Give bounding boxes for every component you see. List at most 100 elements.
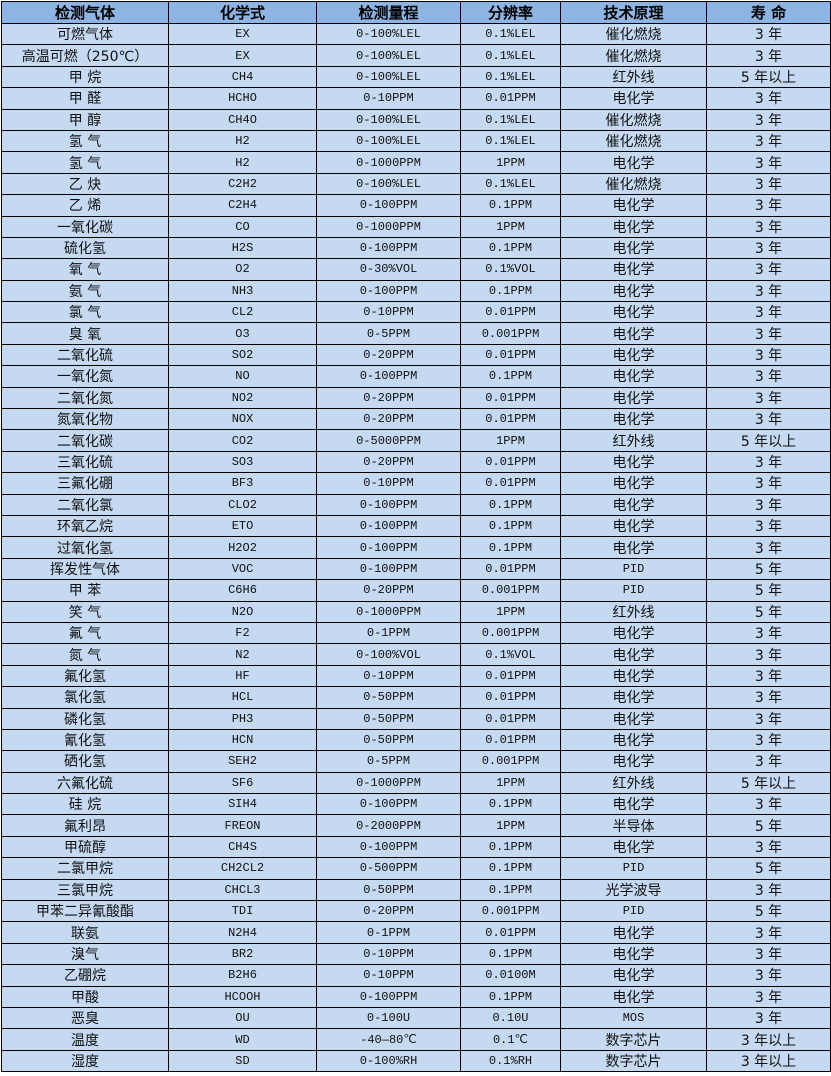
principle-cell: 电化学 bbox=[560, 728, 707, 752]
table-row: 甲苯二异氰酸酯 TDI 0-20PPM 0.001PPM PID 5 年 bbox=[1, 900, 831, 923]
lifespan-cell: 3 年 bbox=[706, 151, 831, 174]
lifespan-cell: 3 年 bbox=[706, 985, 831, 1008]
resolution-cell: 0.01PPM bbox=[460, 386, 561, 410]
principle-cell: 电化学 bbox=[560, 408, 707, 431]
resolution-cell: 0.01PPM bbox=[460, 557, 561, 581]
table-row: 湿度 SD 0-100%RH 0.1%RH 数字芯片 3 年以上 bbox=[1, 1049, 831, 1073]
lifespan-cell: 3 年 bbox=[706, 643, 831, 666]
table-row: 氢 气 H2 0-1000PPM 1PPM 电化学 3 年 bbox=[1, 151, 831, 174]
lifespan-cell: 3 年 bbox=[706, 921, 831, 944]
range-cell: 0-10PPM bbox=[316, 964, 461, 987]
range-cell: 0-20PPM bbox=[316, 408, 461, 431]
range-cell: 0-20PPM bbox=[316, 900, 461, 923]
resolution-cell: 1PPM bbox=[460, 814, 561, 837]
lifespan-cell: 5 年以上 bbox=[706, 429, 831, 452]
gas-name-cell: 甲 苯 bbox=[1, 579, 169, 602]
table-row: 乙硼烷 B2H6 0-10PPM 0.0100M 电化学 3 年 bbox=[1, 964, 831, 987]
resolution-cell: 0.001PPM bbox=[460, 750, 561, 773]
gas-name-cell: 二氧化氯 bbox=[1, 493, 169, 516]
gas-name-cell: 二氧化碳 bbox=[1, 429, 169, 452]
formula-cell: CHCL3 bbox=[168, 878, 317, 902]
range-cell: 0-100PPM bbox=[316, 236, 461, 260]
formula-cell: BF3 bbox=[168, 472, 317, 495]
lifespan-cell: 3 年 bbox=[706, 108, 831, 131]
principle-cell: PID bbox=[560, 579, 707, 602]
lifespan-cell: 5 年以上 bbox=[706, 771, 831, 795]
principle-cell: 电化学 bbox=[560, 279, 707, 303]
range-cell: 0-1000PPM bbox=[316, 151, 461, 174]
range-cell: 0-1PPM bbox=[316, 621, 461, 645]
gas-name-cell: 环氧乙烷 bbox=[1, 514, 169, 538]
table-row: 笑 气 N2O 0-1000PPM 1PPM 红外线 5 年 bbox=[1, 600, 831, 623]
range-cell: 0-10PPM bbox=[316, 942, 461, 966]
table-row: 联氨 N2H4 0-1PPM 0.01PPM 电化学 3 年 bbox=[1, 921, 831, 944]
lifespan-cell: 3 年 bbox=[706, 536, 831, 559]
resolution-cell: 0.001PPM bbox=[460, 900, 561, 923]
lifespan-cell: 3 年 bbox=[706, 386, 831, 410]
table-row: 甲 醛 HCHO 0-10PPM 0.01PPM 电化学 3 年 bbox=[1, 87, 831, 110]
formula-cell: SIH4 bbox=[168, 793, 317, 816]
lifespan-cell: 3 年 bbox=[706, 258, 831, 281]
principle-cell: 电化学 bbox=[560, 707, 707, 730]
table-row: 氯 气 CL2 0-10PPM 0.01PPM 电化学 3 年 bbox=[1, 301, 831, 324]
gas-name-cell: 氢 气 bbox=[1, 129, 169, 153]
range-cell: 0-20PPM bbox=[316, 450, 461, 474]
table-row: 氮 气 N2 0-100%VOL 0.1%VOL 电化学 3 年 bbox=[1, 643, 831, 666]
principle-cell: 电化学 bbox=[560, 472, 707, 495]
principle-cell: 电化学 bbox=[560, 750, 707, 773]
resolution-cell: 0.01PPM bbox=[460, 472, 561, 495]
gas-name-cell: 湿度 bbox=[1, 1049, 169, 1073]
formula-cell: N2O bbox=[168, 600, 317, 623]
table-row: 氟化氢 HF 0-10PPM 0.01PPM 电化学 3 年 bbox=[1, 664, 831, 688]
resolution-cell: 0.1PPM bbox=[460, 985, 561, 1008]
formula-cell: CH4S bbox=[168, 835, 317, 859]
gas-name-cell: 甲 烷 bbox=[1, 65, 169, 89]
resolution-cell: 0.10U bbox=[460, 1006, 561, 1030]
range-cell: 0-100PPM bbox=[316, 493, 461, 516]
formula-cell: NOX bbox=[168, 408, 317, 431]
table-row: 氯化氢 HCL 0-50PPM 0.01PPM 电化学 3 年 bbox=[1, 686, 831, 709]
principle-cell: 电化学 bbox=[560, 514, 707, 538]
gas-name-cell: 氯 气 bbox=[1, 301, 169, 324]
lifespan-cell: 3 年 bbox=[706, 514, 831, 538]
header-range: 检测量程 bbox=[316, 1, 461, 24]
range-cell: 0-100PPM bbox=[316, 365, 461, 388]
table-row: 氰化氢 HCN 0-50PPM 0.01PPM 电化学 3 年 bbox=[1, 728, 831, 752]
principle-cell: 电化学 bbox=[560, 194, 707, 217]
gas-name-cell: 甲 醛 bbox=[1, 87, 169, 110]
principle-cell: 电化学 bbox=[560, 301, 707, 324]
lifespan-cell: 3 年 bbox=[706, 236, 831, 260]
resolution-cell: 0.1PPM bbox=[460, 835, 561, 859]
formula-cell: TDI bbox=[168, 900, 317, 923]
principle-cell: 电化学 bbox=[560, 921, 707, 944]
lifespan-cell: 3 年 bbox=[706, 728, 831, 752]
range-cell: 0-10PPM bbox=[316, 87, 461, 110]
gas-name-cell: 二氯甲烷 bbox=[1, 857, 169, 880]
formula-cell: H2 bbox=[168, 129, 317, 153]
formula-cell: N2 bbox=[168, 643, 317, 666]
lifespan-cell: 3 年 bbox=[706, 215, 831, 238]
resolution-cell: 0.1PPM bbox=[460, 236, 561, 260]
formula-cell: SEH2 bbox=[168, 750, 317, 773]
range-cell: 0-5PPM bbox=[316, 750, 461, 773]
table-row: 过氧化氢 H2O2 0-100PPM 0.1PPM 电化学 3 年 bbox=[1, 536, 831, 559]
resolution-cell: 1PPM bbox=[460, 151, 561, 174]
resolution-cell: 0.0100M bbox=[460, 964, 561, 987]
principle-cell: 红外线 bbox=[560, 600, 707, 623]
table-row: 氟 气 F2 0-1PPM 0.001PPM 电化学 3 年 bbox=[1, 621, 831, 645]
resolution-cell: 0.01PPM bbox=[460, 450, 561, 474]
principle-cell: 电化学 bbox=[560, 793, 707, 816]
resolution-cell: 0.01PPM bbox=[460, 87, 561, 110]
resolution-cell: 0.1%LEL bbox=[460, 22, 561, 46]
formula-cell: CLO2 bbox=[168, 493, 317, 516]
gas-name-cell: 氮氧化物 bbox=[1, 408, 169, 431]
principle-cell: 电化学 bbox=[560, 686, 707, 709]
resolution-cell: 0.1PPM bbox=[460, 536, 561, 559]
principle-cell: 红外线 bbox=[560, 429, 707, 452]
principle-cell: 红外线 bbox=[560, 65, 707, 89]
gas-name-cell: 挥发性气体 bbox=[1, 557, 169, 581]
range-cell: 0-100%LEL bbox=[316, 44, 461, 67]
principle-cell: 数字芯片 bbox=[560, 1049, 707, 1073]
gas-name-cell: 氟利昂 bbox=[1, 814, 169, 837]
range-cell: 0-20PPM bbox=[316, 579, 461, 602]
